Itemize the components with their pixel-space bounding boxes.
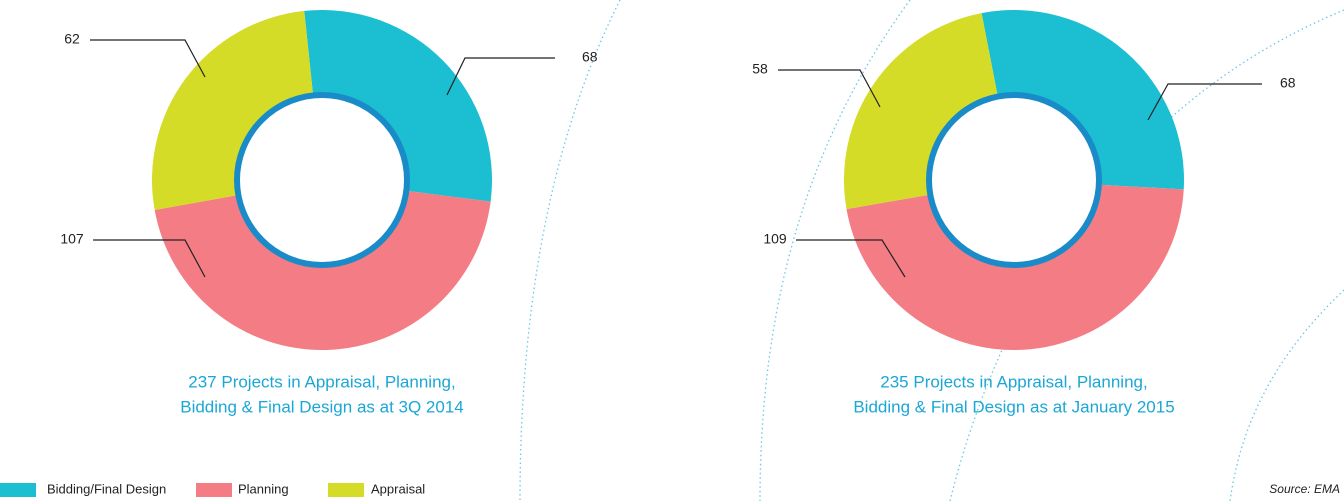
chart-caption: Bidding & Final Design as at 3Q 2014 bbox=[180, 397, 464, 416]
value-label: 107 bbox=[60, 231, 84, 247]
value-label: 109 bbox=[763, 231, 787, 247]
leader-line bbox=[1147, 83, 1262, 121]
decoration bbox=[519, 0, 1344, 501]
leader-line bbox=[796, 239, 906, 278]
legend-swatch bbox=[328, 483, 364, 497]
value-label: 68 bbox=[582, 49, 598, 65]
legend-label: Bidding/Final Design bbox=[47, 481, 166, 496]
chart-caption: 235 Projects in Appraisal, Planning, bbox=[880, 372, 1147, 391]
value-label: 62 bbox=[64, 31, 80, 47]
value-label: 68 bbox=[1280, 75, 1296, 91]
legend-label: Appraisal bbox=[371, 481, 425, 496]
chart-caption: 237 Projects in Appraisal, Planning, bbox=[188, 372, 455, 391]
donut-hole bbox=[926, 92, 1102, 268]
leader-line bbox=[446, 57, 555, 96]
leader-line bbox=[93, 239, 206, 278]
legend-swatch bbox=[196, 483, 232, 497]
donut-hole bbox=[234, 92, 410, 268]
source: Source: EMA bbox=[1269, 482, 1340, 496]
legend-label: Planning bbox=[238, 481, 289, 496]
chart-caption: Bidding & Final Design as at January 201… bbox=[853, 397, 1174, 416]
legend-swatch bbox=[0, 483, 36, 497]
leader-line bbox=[90, 39, 206, 78]
leader-line bbox=[778, 69, 881, 108]
value-label: 58 bbox=[752, 61, 768, 77]
